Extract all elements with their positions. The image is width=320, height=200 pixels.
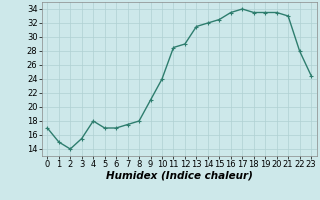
X-axis label: Humidex (Indice chaleur): Humidex (Indice chaleur) [106,171,252,181]
